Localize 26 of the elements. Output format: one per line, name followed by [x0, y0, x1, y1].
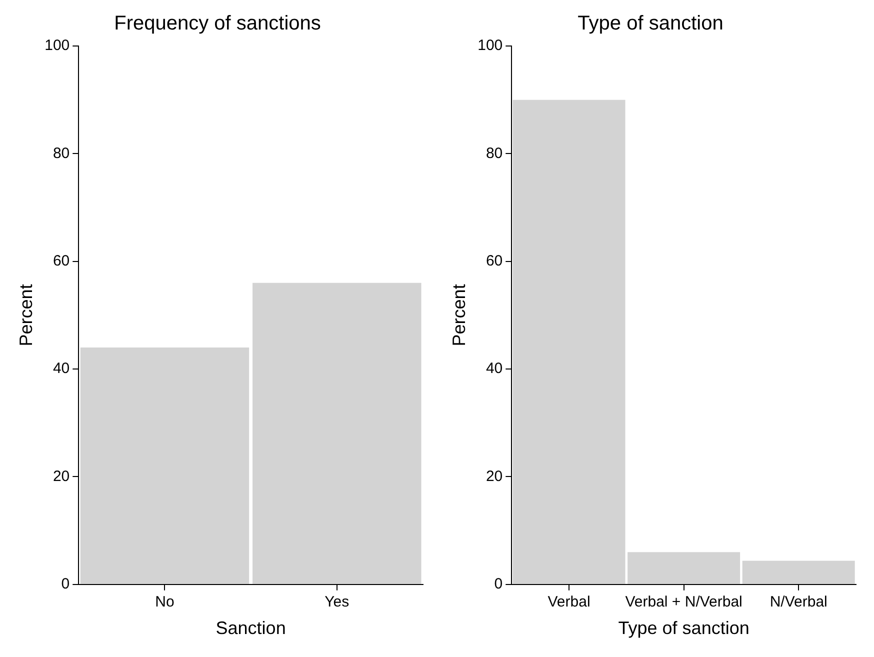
chart-title: Type of sanction — [578, 12, 724, 35]
y-tick-label: 100 — [478, 37, 503, 54]
y-tick-label: 80 — [486, 144, 503, 162]
y-tick-label: 40 — [486, 360, 503, 378]
y-tick-label: 0 — [61, 576, 70, 593]
y-tick-label: 100 — [44, 37, 70, 54]
x-axis-title: Type of sanction — [618, 618, 750, 638]
chart-title: Frequency of sanctions — [114, 12, 321, 35]
y-tick-label: 0 — [494, 576, 503, 593]
bar — [512, 100, 626, 584]
x-tick-label: N/Verbal — [770, 594, 828, 611]
x-tick-label: Yes — [324, 594, 350, 611]
y-tick-label: 80 — [52, 144, 70, 162]
y-tick-label: 60 — [52, 252, 70, 270]
x-tick-label: Verbal — [548, 594, 590, 611]
y-axis-title: Percent — [16, 284, 36, 346]
x-tick-label: Verbal + N/Verbal — [625, 594, 742, 611]
bar — [628, 552, 740, 584]
y-tick-label: 20 — [52, 468, 70, 485]
y-axis-title: Percent — [448, 284, 469, 346]
y-tick-label: 40 — [52, 360, 70, 378]
bar — [742, 560, 855, 584]
y-tick-label: 60 — [486, 252, 503, 270]
y-tick-label: 20 — [486, 468, 503, 485]
x-tick-label: No — [155, 594, 174, 611]
x-axis-title: Sanction — [216, 618, 286, 638]
